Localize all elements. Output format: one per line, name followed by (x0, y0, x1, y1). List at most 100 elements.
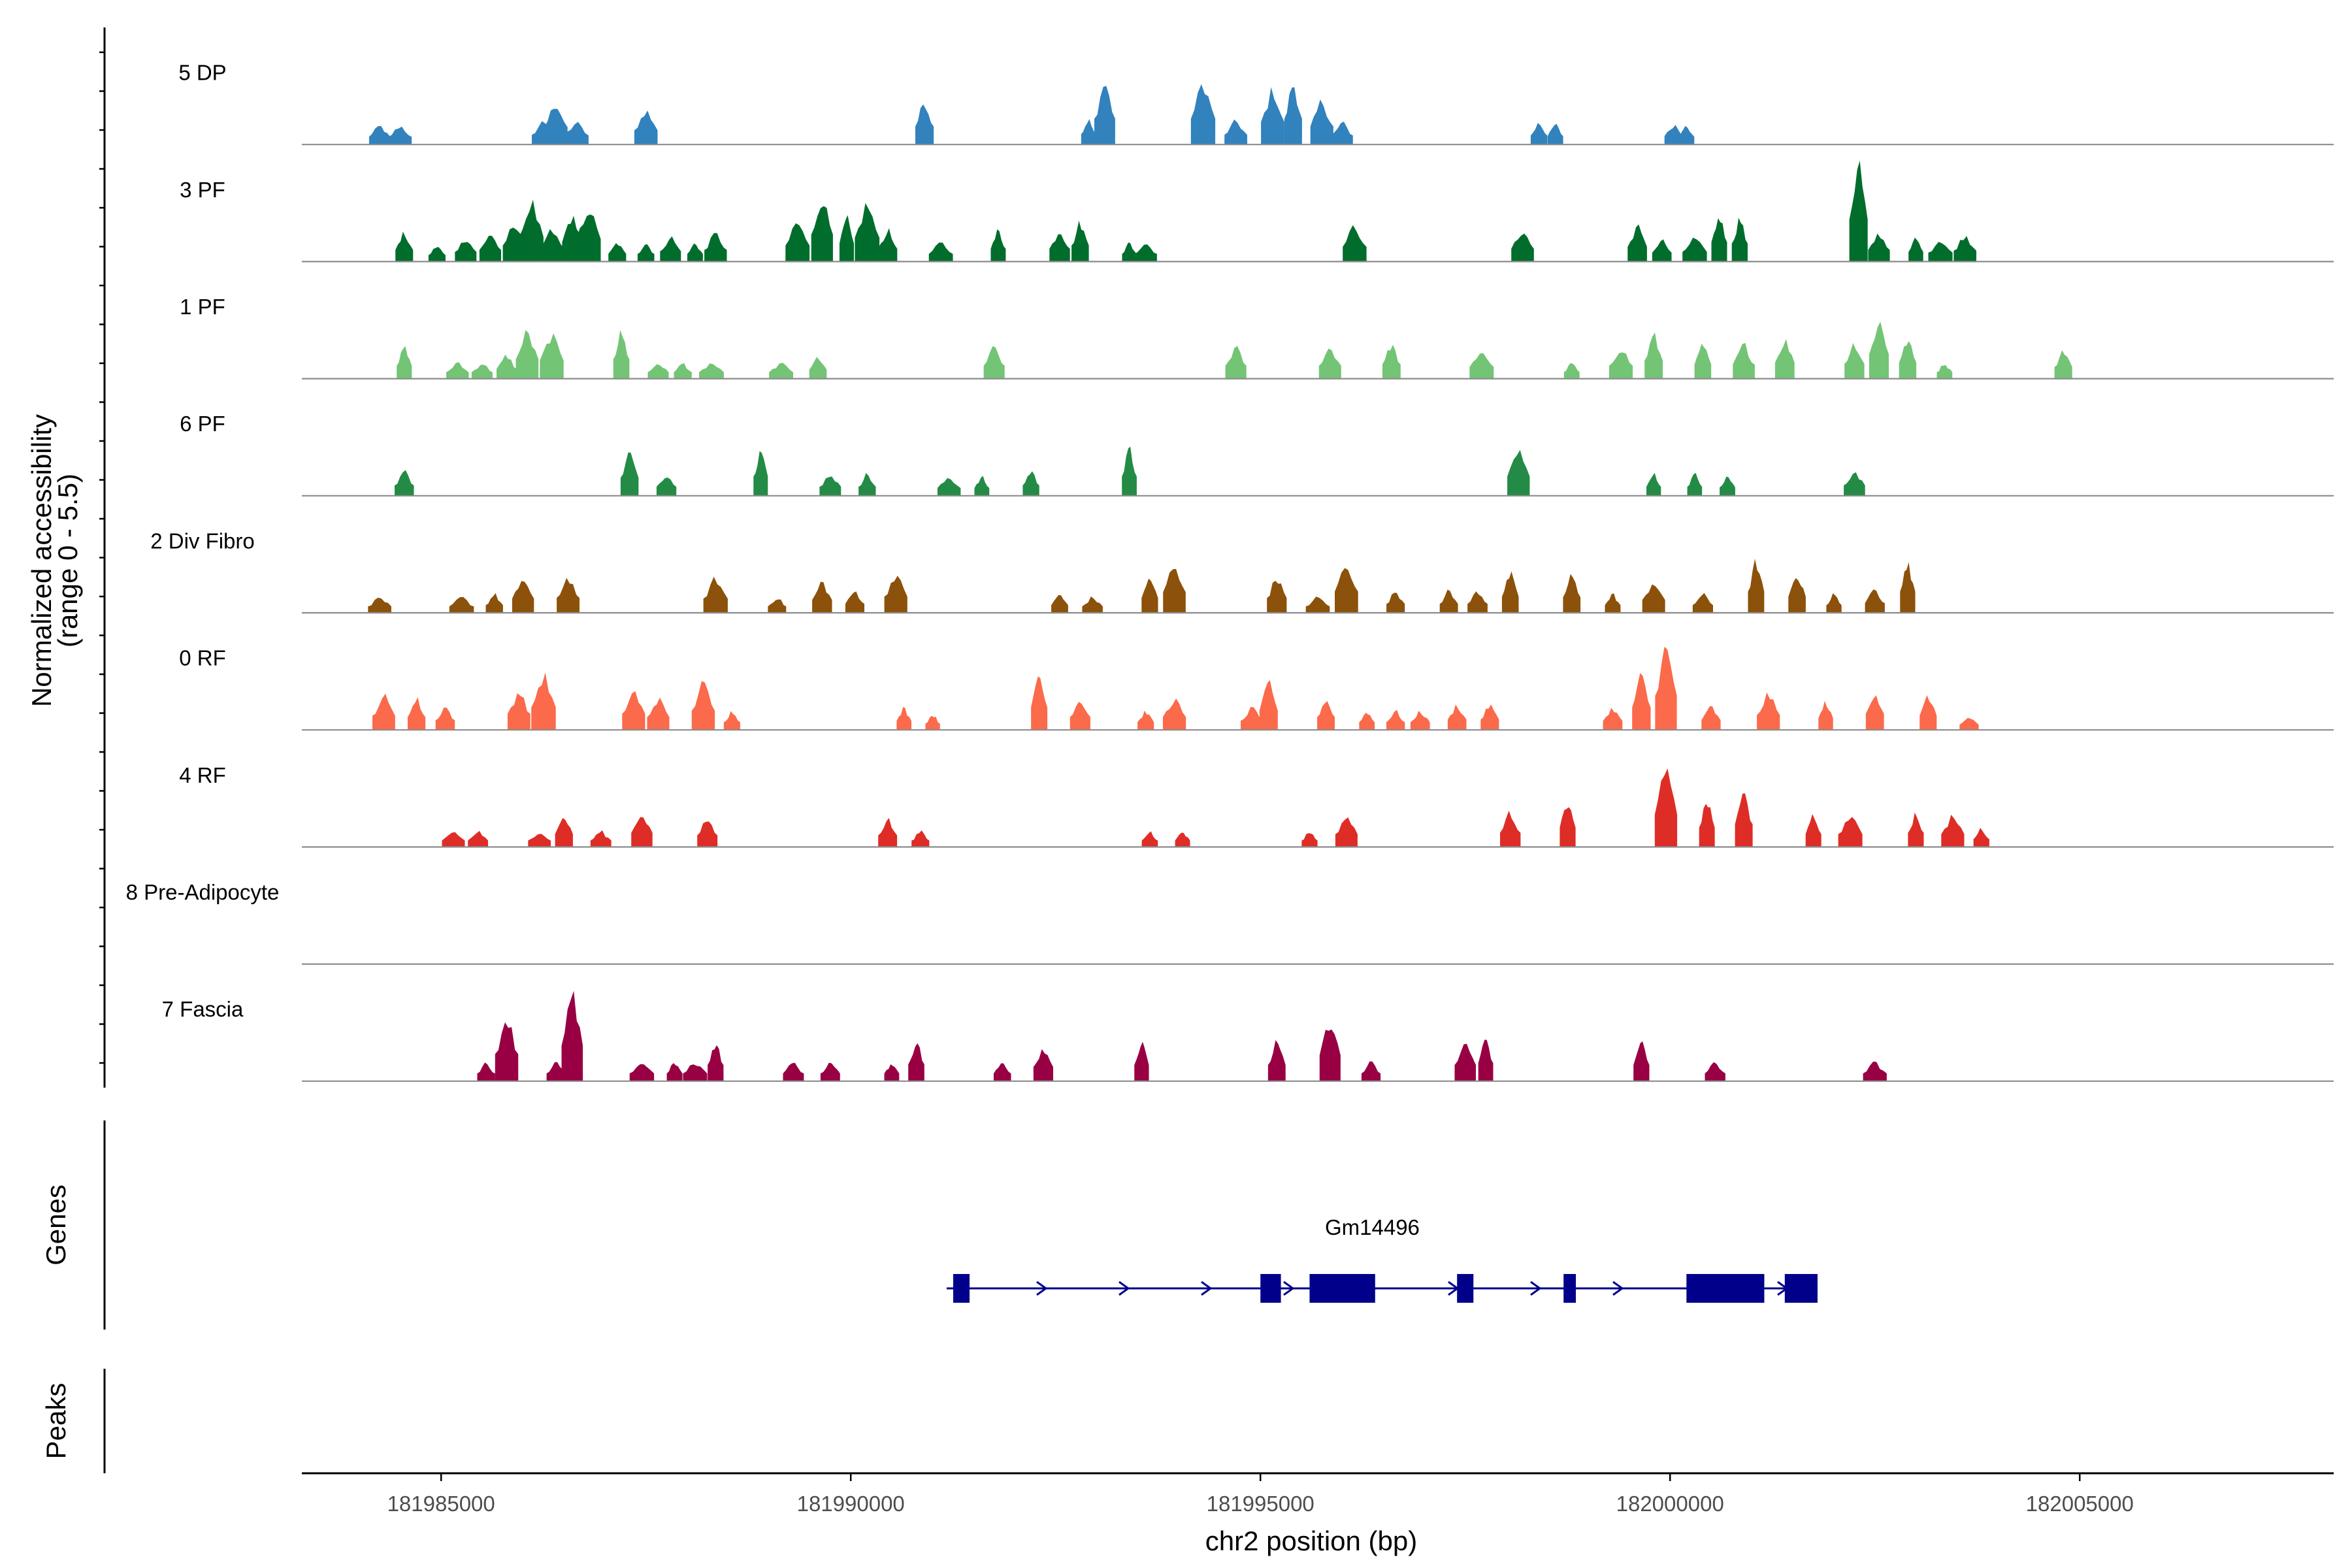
peak-bar (1267, 1039, 1286, 1081)
peak-bar (637, 244, 655, 262)
peak-bar (1605, 593, 1621, 613)
peak-bar (1953, 236, 1977, 262)
peak-bar (485, 593, 503, 613)
peak-bar (1033, 1049, 1054, 1081)
peak-bar (858, 473, 876, 496)
strand-arrow-icon (1530, 1281, 1542, 1296)
peak-bar (1774, 338, 1795, 379)
track-2-div-fibro: 2 Div Fibro (150, 529, 2334, 614)
peak-bar (1818, 700, 1833, 730)
track-7-fascia: 7 Fascia (162, 990, 2334, 1082)
track-1-pf: 1 PF (180, 295, 2334, 380)
peak-bar (1869, 321, 1889, 379)
y-axis-label-range: (range 0 - 5.5) (52, 474, 83, 647)
peak-bar (1386, 710, 1405, 730)
peak-bar (1335, 817, 1358, 847)
y-axis-label: Normalized accessibility (26, 414, 57, 707)
peak-bar (1467, 591, 1488, 613)
peak-bar (1359, 713, 1375, 730)
track-8-pre-adipocyte: 8 Pre-Adipocyte (126, 880, 2334, 965)
peak-bar (1720, 476, 1735, 496)
peak-bar (395, 231, 414, 262)
peak-bar (1900, 562, 1916, 613)
x-tick-label: 181995000 (1207, 1492, 1315, 1516)
peak-bar (683, 1064, 708, 1081)
strand-arrow-icon (1612, 1281, 1624, 1296)
peak-bar (809, 357, 827, 379)
peak-bar (974, 476, 990, 496)
peak-bar (1928, 242, 1953, 262)
peak-bar (1031, 676, 1048, 730)
track-6-pf: 6 PF (180, 412, 2334, 497)
peak-bar (1317, 701, 1335, 730)
peak-bar (515, 330, 539, 379)
peak-bar (1687, 472, 1703, 496)
peak-bar (1082, 596, 1103, 613)
peak-bar (1122, 242, 1137, 262)
peak-bar (1694, 344, 1712, 379)
peak-bar (1654, 768, 1678, 847)
peak-bar (1480, 704, 1499, 730)
peak-bar (1261, 87, 1284, 145)
track-label: 3 PF (180, 178, 225, 202)
peak-bar (1331, 122, 1353, 145)
peak-bar (928, 242, 953, 262)
track-label: 4 RF (179, 763, 226, 787)
peak-bar (1081, 119, 1096, 145)
peak-bar (687, 243, 703, 262)
peak-bar (2054, 350, 2072, 379)
peak-bar (1973, 828, 1989, 847)
peak-bar (477, 1062, 495, 1081)
peak-bar (557, 578, 580, 613)
x-axis-label: chr2 position (bp) (1205, 1526, 1418, 1556)
peak-bar (428, 246, 446, 262)
peak-bar (1682, 237, 1707, 262)
peak-bar (812, 581, 832, 613)
peak-bar (1865, 589, 1885, 613)
peak-bar (1838, 817, 1863, 847)
peak-bar (576, 214, 601, 262)
peak-bar (564, 122, 589, 145)
peak-bar (1284, 87, 1302, 145)
peak-bar (1547, 123, 1563, 145)
peak-bar (925, 715, 940, 730)
peak-bar (674, 363, 692, 379)
peak-bar (455, 242, 477, 262)
peak-bar (1267, 581, 1287, 613)
peak-bar (1499, 810, 1521, 847)
peak-bar (446, 362, 469, 379)
coverage-tracks: 5 DP 3 PF 1 PF 6 PF 2 Div Fibro 0 RF 4 RF 8 Pre… (126, 61, 2334, 1082)
gene-exon (1784, 1274, 1818, 1303)
peak-bar (507, 693, 531, 730)
x-axis: chr2 position (bp) 181985000 181990000 181… (302, 1472, 2334, 1556)
peak-bar (546, 1062, 565, 1081)
peak-bar (1609, 352, 1633, 379)
x-tick-label: 181985000 (387, 1492, 495, 1516)
peak-bar (1051, 595, 1068, 613)
peak-bar (983, 346, 1005, 379)
peak-bar (1805, 813, 1821, 847)
peaks-track: Peaks (41, 1369, 106, 1473)
peak-bar (1844, 343, 1865, 379)
peak-bar (1335, 568, 1358, 613)
x-tick-label: 181990000 (797, 1492, 905, 1516)
peak-bar (1507, 449, 1530, 496)
peak-bar (395, 470, 414, 496)
peak-bar (884, 1064, 900, 1081)
peak-bar (839, 215, 854, 262)
peak-bar (555, 818, 573, 847)
peak-bar (544, 108, 568, 145)
peak-bar (407, 697, 426, 730)
peak-bar (1788, 578, 1806, 613)
peak-bar (1259, 680, 1278, 730)
peak-bar (1501, 571, 1519, 613)
peak-bar (896, 707, 912, 730)
peak-bar (1844, 472, 1865, 496)
peak-bar (878, 817, 898, 847)
peak-bar (449, 596, 474, 613)
peak-bar (634, 110, 658, 145)
peak-bar (1733, 342, 1755, 379)
peak-bar (811, 206, 833, 262)
peak-bar (388, 126, 412, 145)
